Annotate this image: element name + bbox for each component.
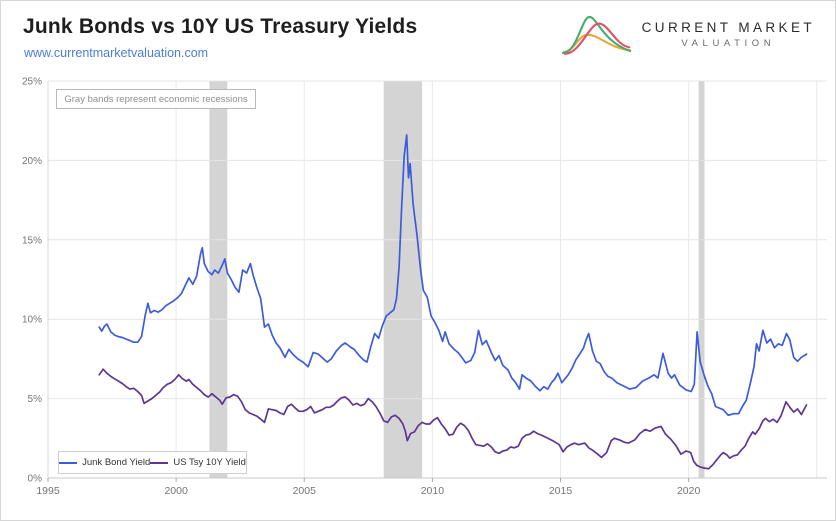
legend-item-treasury[interactable]: US Tsy 10Y Yield — [150, 457, 246, 468]
legend-swatch-treasury — [150, 461, 169, 464]
svg-text:2020: 2020 — [677, 485, 701, 497]
recession-note: Gray bands represent economic recessions — [56, 89, 256, 109]
legend-item-junk-bond[interactable]: Junk Bond Yield — [59, 457, 150, 468]
legend: Junk Bond Yield US Tsy 10Y Yield — [58, 451, 247, 474]
svg-text:25%: 25% — [22, 77, 42, 88]
svg-text:0%: 0% — [28, 474, 43, 485]
logo-text-line2: VALUATION — [681, 37, 776, 49]
legend-label-junk-bond: Junk Bond Yield — [82, 457, 151, 468]
legend-label-treasury: US Tsy 10Y Yield — [173, 457, 246, 468]
yield-chart-plot: 0% 5% 10% 15% 20% 25% 1995 2000 2005 2010 2015 2020 — [22, 77, 827, 497]
website-link[interactable]: www.currentmarketvaluation.com — [24, 46, 209, 60]
logo-text-line1: CURRENT MARKET — [641, 19, 815, 35]
svg-text:2000: 2000 — [164, 485, 188, 497]
svg-text:2015: 2015 — [549, 485, 573, 497]
svg-text:10%: 10% — [22, 315, 42, 326]
logo-curves-icon — [561, 15, 631, 55]
svg-text:2010: 2010 — [421, 485, 445, 497]
svg-text:5%: 5% — [28, 394, 43, 405]
svg-text:1995: 1995 — [36, 485, 60, 497]
legend-swatch-junk-bond — [59, 461, 78, 464]
logo-text: CURRENT MARKET VALUATION — [642, 20, 815, 49]
svg-text:20%: 20% — [22, 156, 42, 167]
page-title: Junk Bonds vs 10Y US Treasury Yields — [23, 15, 418, 38]
svg-text:2005: 2005 — [293, 485, 317, 497]
svg-text:15%: 15% — [22, 235, 42, 246]
cmv-logo: CURRENT MARKET VALUATION — [561, 12, 815, 56]
